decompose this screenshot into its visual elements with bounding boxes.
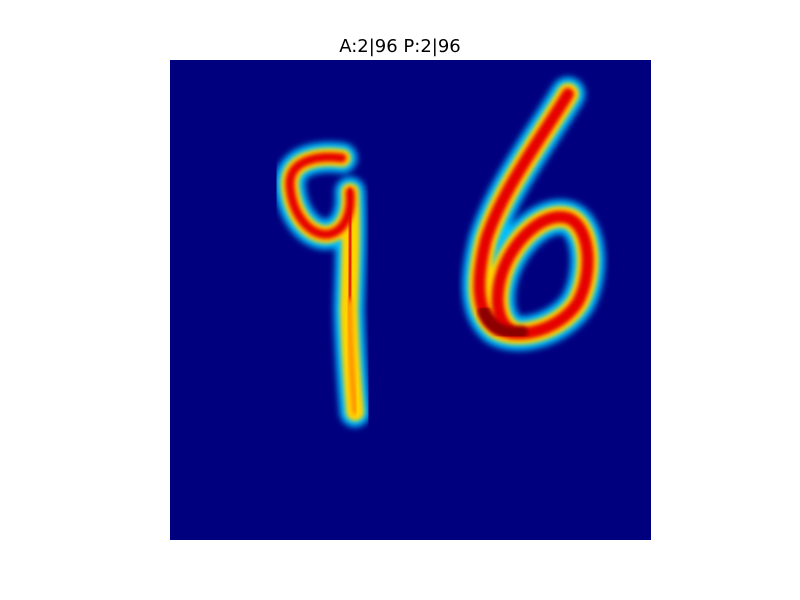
- digit-heatmap-canvas: [170, 60, 651, 540]
- digit-six-stroke: [462, 77, 605, 351]
- heatmap-image: [170, 60, 651, 540]
- figure-title: A:2|96 P:2|96: [339, 36, 461, 57]
- digit-nine-stroke: [275, 142, 370, 427]
